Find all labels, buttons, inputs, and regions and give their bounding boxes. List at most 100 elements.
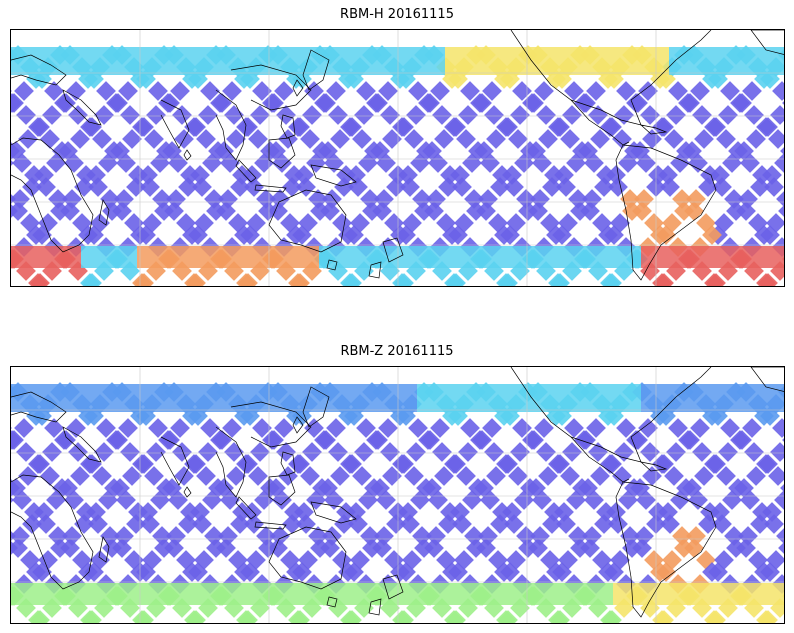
- swath-band-south: [767, 246, 781, 268]
- swath-pixel: [224, 442, 244, 462]
- swath-pixel: [330, 466, 350, 486]
- swath-pixel: [316, 93, 336, 113]
- swath-band-north: [249, 47, 263, 75]
- swath-band-north: [109, 47, 123, 75]
- swath-pixel: [562, 442, 582, 462]
- swath-band-south: [95, 583, 109, 605]
- swath-pixel: [154, 538, 174, 558]
- swath-pixel: [454, 213, 474, 233]
- swath-pixel: [226, 466, 246, 486]
- panel-title-rbm-h: RBM-H 20161115: [340, 7, 454, 22]
- swath-pixel: [302, 442, 322, 462]
- swath-pixel: [588, 442, 608, 462]
- swath-band-north: [67, 384, 81, 412]
- swath-band-north: [697, 47, 711, 75]
- swath-pixel: [460, 418, 480, 438]
- swath-pixel: [372, 201, 392, 221]
- swath-band-north: [683, 384, 697, 412]
- swath-pixel: [726, 201, 746, 221]
- swath-band-north: [11, 47, 25, 75]
- swath-pixel: [154, 201, 174, 221]
- swath-band-north: [319, 47, 333, 75]
- swath-pixel: [460, 81, 480, 101]
- south-america-coastline: [615, 481, 717, 618]
- swath-pixel: [166, 189, 186, 209]
- swath-band-south: [697, 583, 711, 605]
- swath-pixel: [294, 502, 314, 522]
- swath-band-south: [487, 583, 501, 605]
- swath-pixel: [96, 418, 116, 438]
- caribbean-islands-coastline: [639, 124, 668, 135]
- swath-band-north: [599, 384, 613, 412]
- swath-pixel: [440, 502, 460, 522]
- swath-pixel: [408, 81, 428, 101]
- java-coastline: [254, 521, 287, 530]
- swath-band-north: [571, 384, 585, 412]
- swath-pixel: [496, 454, 516, 474]
- swath-band-south: [445, 246, 459, 268]
- swath-band-south: [571, 246, 585, 268]
- swath-pixel: [34, 502, 54, 522]
- swath-pixel: [378, 418, 398, 438]
- swath-pixel: [472, 430, 492, 450]
- swath-pixel: [278, 466, 298, 486]
- swath-pixel: [334, 177, 354, 197]
- swath-pixel: [22, 514, 42, 534]
- swath-pixel: [50, 201, 70, 221]
- swath-pixel: [466, 538, 486, 558]
- swath-band-north: [711, 384, 725, 412]
- swath-band-north: [137, 384, 151, 412]
- australia-coastline: [268, 189, 347, 253]
- swath-pixel: [270, 189, 290, 209]
- swath-band-north: [445, 47, 459, 75]
- swath-pixel: [582, 189, 602, 209]
- swath-pixel: [238, 273, 258, 286]
- swath-band-south: [599, 246, 613, 268]
- swath-band-south: [179, 583, 193, 605]
- swath-pixel: [454, 550, 474, 570]
- swath-band-south: [781, 583, 784, 605]
- swath-pixel: [242, 165, 262, 185]
- arabia-coastline: [62, 426, 102, 463]
- swath-band-south: [25, 246, 39, 268]
- swath-pixel: [342, 610, 362, 623]
- swath-pixel: [206, 201, 226, 221]
- swath-pixel: [434, 129, 454, 149]
- swath-pixel: [230, 177, 250, 197]
- swath-band-north: [501, 384, 515, 412]
- southeast-asia-coastline: [215, 426, 247, 498]
- swath-pixel: [364, 478, 384, 498]
- swath-band-south: [767, 583, 781, 605]
- swath-pixel: [224, 105, 244, 125]
- swath-band-north: [431, 47, 445, 75]
- swath-band-north: [403, 47, 417, 75]
- swath-pixel: [762, 165, 782, 185]
- swath-pixel: [386, 514, 406, 534]
- swath-pixel: [484, 442, 504, 462]
- swath-pixel: [134, 273, 154, 286]
- swath-pixel: [408, 418, 428, 438]
- swath-band-south: [459, 583, 473, 605]
- swath-pixel: [634, 189, 654, 209]
- swath-band-north: [417, 384, 431, 412]
- swath-band-south: [725, 583, 739, 605]
- swath-pixel: [68, 442, 88, 462]
- swath-band-south: [683, 246, 697, 268]
- swath-pixel: [310, 538, 330, 558]
- swath-pixel: [738, 526, 758, 546]
- swath-pixel: [328, 442, 348, 462]
- swath-band-south: [445, 583, 459, 605]
- swath-pixel: [450, 502, 470, 522]
- map-canvas-rbm-h: [11, 30, 784, 286]
- swath-band-north: [613, 47, 627, 75]
- swath-pixel: [288, 454, 308, 474]
- swath-band-north: [319, 384, 333, 412]
- swath-pixel: [206, 538, 226, 558]
- swath-band-south: [613, 583, 627, 605]
- swath-pixel: [774, 490, 784, 510]
- swath-pixel: [674, 201, 694, 221]
- swath-pixel: [108, 430, 128, 450]
- swath-pixel: [182, 225, 202, 245]
- swath-pixel: [92, 466, 112, 486]
- swath-band-north: [627, 47, 641, 75]
